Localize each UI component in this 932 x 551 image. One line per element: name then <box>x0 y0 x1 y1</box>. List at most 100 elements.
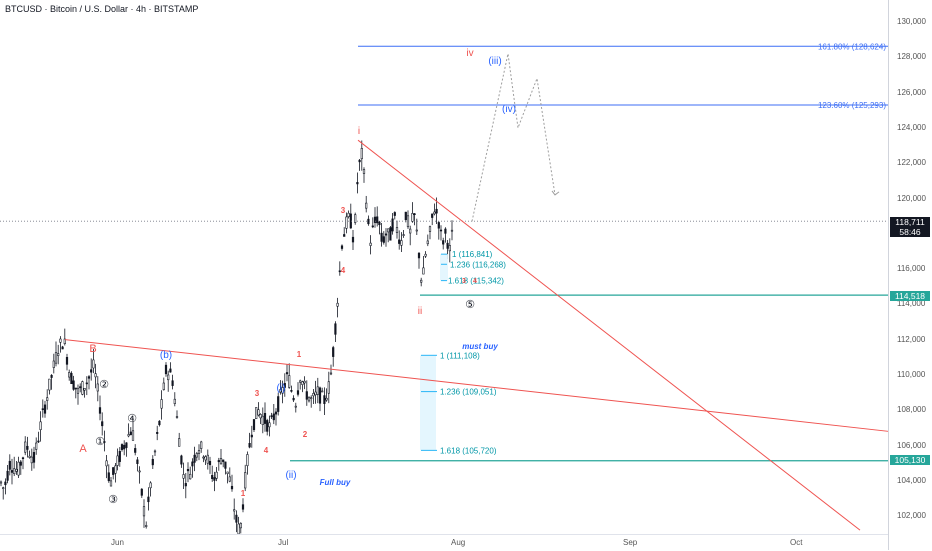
candle-body <box>15 469 18 472</box>
candle-body <box>72 380 75 390</box>
full-buy-price-badge: 105,130 <box>890 455 930 465</box>
candle-body <box>175 416 179 418</box>
candle-body <box>120 444 124 450</box>
wave-label-red: i <box>358 126 360 137</box>
candle-body <box>356 182 359 185</box>
candle-body <box>17 461 20 476</box>
wave-label-red: ii <box>418 306 422 317</box>
candle-body <box>215 471 218 479</box>
candle-body <box>202 456 205 459</box>
candle-body <box>358 159 361 163</box>
candle-body <box>30 456 33 464</box>
candle-body <box>57 353 60 356</box>
fib-target-label: 1 (116,841) <box>452 250 493 259</box>
candle-body <box>8 460 11 470</box>
candle-body <box>83 388 86 391</box>
candle-body <box>376 216 379 224</box>
candle-body <box>268 422 271 428</box>
wave-label-circled: ⑤ <box>465 298 475 311</box>
wave-label-circled: ④ <box>127 412 137 425</box>
fib-zone-upper <box>440 254 448 281</box>
fib-target-label: 1.618 (105,720) <box>440 446 497 455</box>
candle-body <box>140 488 143 496</box>
candle-body <box>26 445 29 450</box>
candle-body <box>52 360 55 368</box>
candle-body <box>448 245 451 252</box>
candle-body <box>393 212 396 216</box>
candle-body <box>85 382 88 385</box>
annotation-label: must buy <box>462 342 498 351</box>
candle-body <box>217 460 220 463</box>
candle-body <box>123 444 126 450</box>
candle-body <box>54 352 58 364</box>
candle-body <box>446 242 449 249</box>
candle-body <box>233 509 236 512</box>
price-tick-label: 124,000 <box>897 122 926 132</box>
candle-body <box>299 380 302 383</box>
candle-body <box>237 523 240 535</box>
candle-body <box>138 470 141 473</box>
candle-body <box>90 369 93 373</box>
candle-body <box>193 454 196 463</box>
price-tick-label: 122,000 <box>897 158 926 168</box>
price-tick-label: 116,000 <box>897 264 926 274</box>
candle-body <box>173 398 176 404</box>
candle-body <box>41 408 44 411</box>
candle-body <box>103 441 106 443</box>
candle-body <box>149 482 152 489</box>
price-axis[interactable]: 130,000 128,000 126,000 124,000 122,000 120,0… <box>888 0 932 550</box>
candle-body <box>288 375 291 388</box>
fib-box-layer <box>420 254 448 451</box>
candle-body <box>37 440 40 443</box>
candle-body <box>65 357 69 365</box>
candle-body <box>307 396 311 402</box>
candle-body <box>279 389 282 393</box>
candle-body <box>391 218 394 232</box>
candle-body <box>314 391 317 396</box>
candle-body <box>426 240 429 245</box>
candle-body <box>400 240 403 246</box>
candle-body <box>263 413 267 424</box>
candle-body <box>318 387 322 404</box>
candle-body <box>266 420 269 432</box>
price-tick-label: 128,000 <box>897 52 926 62</box>
candle-body <box>290 390 293 392</box>
candle-body <box>189 473 192 480</box>
support-price-badge: 114,518 <box>890 291 930 301</box>
candle-body <box>439 229 443 232</box>
wave-label-blue: (iv) <box>502 104 516 115</box>
time-axis[interactable]: Jun Jul Aug Sep Oct <box>0 534 888 551</box>
candle-body <box>431 213 434 218</box>
candle-body <box>43 404 47 414</box>
candle-body <box>428 226 432 232</box>
candle-body <box>211 475 214 480</box>
candle-body <box>61 346 64 350</box>
line-layer <box>0 45 889 531</box>
candle-body <box>321 390 324 393</box>
candle-body <box>244 472 247 489</box>
candle-body <box>145 525 148 527</box>
candle-body <box>28 455 31 458</box>
price-tick-label: 102,000 <box>897 511 926 521</box>
candle-body <box>35 442 38 450</box>
candle-body <box>241 504 245 510</box>
candle-body <box>10 470 14 473</box>
candle-body <box>92 359 95 369</box>
candle-body <box>142 506 146 517</box>
candle-body <box>336 302 339 307</box>
candle-body <box>74 387 77 390</box>
candle-body <box>373 216 377 223</box>
countdown-timer: 58:46 <box>899 227 921 237</box>
trendline <box>64 339 889 432</box>
candle-body <box>281 387 284 394</box>
candle-body <box>94 373 97 378</box>
trendline <box>357 139 861 531</box>
candle-body <box>219 457 223 465</box>
candle-body <box>107 472 110 482</box>
wave-label-red: 2 <box>303 430 308 439</box>
candle-body <box>160 399 163 409</box>
candle-body <box>272 413 275 421</box>
candle-body <box>167 374 170 381</box>
candle-body <box>32 452 36 463</box>
